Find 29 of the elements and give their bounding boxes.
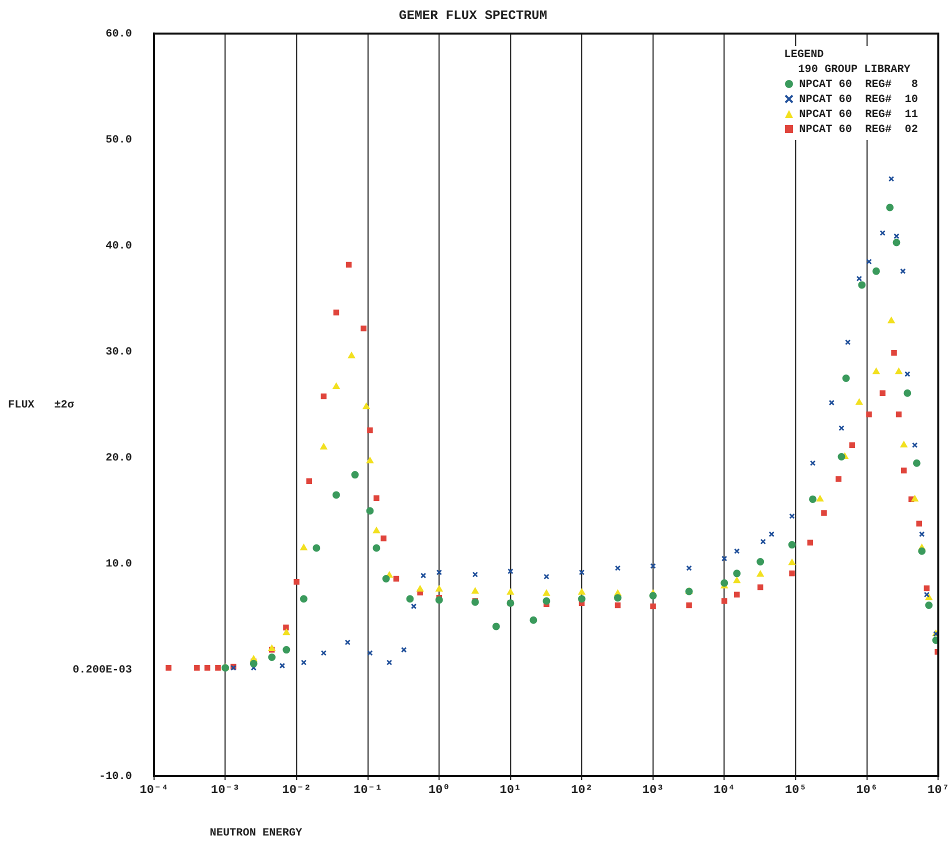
x-tick-label: 10⁻⁴ bbox=[140, 783, 168, 798]
x-axis-title: NEUTRON ENERGY bbox=[210, 827, 303, 840]
y-tick-label: 20.0 bbox=[106, 452, 132, 465]
x-tick-label: 10⁷ bbox=[927, 783, 950, 798]
annotation: 190 GROUP LIBRARY bbox=[797, 63, 912, 78]
x-tick-label: 10¹ bbox=[500, 783, 522, 798]
x-tick-label: 10⁵ bbox=[784, 783, 806, 798]
y-tick-label: 50.0 bbox=[106, 134, 132, 146]
legend-label: NPCAT 60 REG# 02 bbox=[799, 124, 918, 136]
x-tick-label: 10² bbox=[570, 783, 593, 798]
x-tick-label: 10⁶ bbox=[856, 783, 878, 798]
y-tick-label: 0.200E-03 bbox=[72, 664, 132, 677]
x-tick-label: 10⁻¹ bbox=[353, 783, 382, 798]
x-tick-label: 10⁰ bbox=[428, 783, 450, 798]
legend-label: NPCAT 60 REG# 8 bbox=[799, 79, 918, 91]
y-axis-title: FLUX ±2σ bbox=[8, 400, 74, 412]
chart-title: GEMER FLUX SPECTRUM bbox=[398, 8, 548, 24]
legend-label: NPCAT 60 REG# 10 bbox=[799, 94, 918, 106]
legend-label: NPCAT 60 REG# 11 bbox=[799, 109, 918, 121]
y-tick-label: 10.0 bbox=[106, 558, 132, 571]
x-tick-label: 10⁻² bbox=[282, 783, 311, 798]
y-tick-label: 60.0 bbox=[106, 28, 132, 40]
y-tick-label: -10.0 bbox=[98, 770, 132, 783]
y-tick-label: 40.0 bbox=[106, 240, 132, 252]
x-tick-label: 10³ bbox=[642, 783, 664, 798]
y-tick-label: 30.0 bbox=[106, 346, 132, 359]
x-tick-label: 10⁻³ bbox=[210, 783, 240, 798]
legend-title: LEGEND bbox=[784, 48, 825, 63]
x-tick-label: 10⁴ bbox=[714, 783, 736, 798]
